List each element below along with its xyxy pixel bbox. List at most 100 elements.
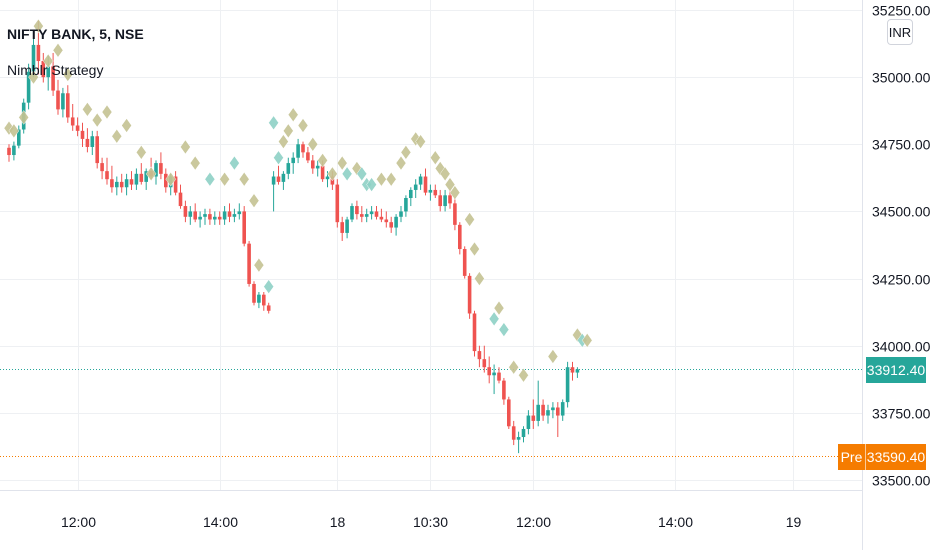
candle-body [286,163,291,174]
candle [139,163,144,185]
signal-marker [248,193,260,209]
candle [252,281,256,306]
signal-marker [429,150,441,166]
candle-body [325,176,330,180]
candle [56,79,60,115]
signal-marker-teal [356,166,368,182]
signal-marker [135,144,147,160]
candle [124,173,129,196]
symbol-legend[interactable]: NIFTY BANK, 5, NSE [7,26,144,42]
candle-body [164,173,168,188]
candle [301,141,305,158]
candle-body [394,216,398,228]
signal-marker-teal [268,115,279,131]
candle-body [384,219,389,223]
candle [565,361,570,408]
candle-body [462,249,467,276]
candle [178,184,183,209]
signal-marker [282,123,294,139]
candle-body [413,184,418,190]
candle [247,240,251,287]
candle [51,52,55,96]
signal-marker [18,109,30,125]
candle [404,195,408,217]
candle [75,117,80,137]
candle-body [31,44,36,72]
candle-body [551,407,555,411]
candle [546,404,550,424]
signal-marker [327,166,338,182]
signal-marker-teal [488,311,500,327]
time-tick-label: 10:30 [413,514,448,530]
candle [345,216,349,239]
candle-body [374,211,379,217]
signal-marker [449,185,461,201]
signal-marker [82,101,93,117]
candle-body [12,145,16,156]
candle-body [257,294,261,303]
candle-body [46,66,50,78]
time-tick-label: 18 [330,514,346,530]
candle [203,208,207,225]
candle-body [315,165,320,169]
candle [438,189,442,212]
signal-marker-teal [366,177,377,193]
candle [369,206,374,220]
time-tick-label: 14:00 [658,514,693,530]
candle-body [119,181,124,188]
candle-body [560,402,565,416]
signal-marker [238,171,250,187]
candle-body [85,138,90,147]
candle-body [159,163,163,174]
candle-body [428,189,433,193]
indicator-legend[interactable]: Nimblr Strategy [7,62,104,78]
candle [418,173,423,190]
candle [164,168,168,193]
signal-marker [101,104,113,120]
candle-body [252,283,256,303]
candle-body [124,179,129,188]
candle-body [350,206,354,220]
candle-body [536,404,540,421]
candle [335,179,340,228]
signal-marker [493,300,505,316]
signal-marker [121,118,132,133]
candle-body [433,189,438,196]
signal-marker [189,155,201,171]
candle [531,399,536,429]
candle-body [482,359,487,368]
candle-body [139,173,144,182]
candle [193,203,197,223]
candle-body [340,222,344,233]
candle-body [26,71,31,103]
candle [428,184,433,201]
candle [364,208,369,223]
candle-body [345,219,349,233]
candle-body [183,206,188,217]
candle [95,130,99,169]
candle [7,144,11,162]
candle-body [438,195,442,207]
candle [105,157,109,185]
candle-body [271,176,276,185]
candle-body [477,351,482,360]
candle-body [511,426,516,440]
candle [188,206,193,225]
candle [570,361,575,381]
candle [286,157,291,180]
candle-body [227,211,232,217]
candle-body [443,195,447,207]
candle-body [541,404,545,416]
candle-body [134,173,139,185]
signal-marker [439,166,451,182]
candle [340,216,344,241]
signal-marker [317,152,328,168]
currency-button[interactable]: INR [887,19,913,45]
candle-body [472,313,477,352]
candle [502,377,506,405]
candle [257,292,261,309]
signal-marker [180,139,191,155]
price-tick-label: 34250.00 [872,272,931,288]
